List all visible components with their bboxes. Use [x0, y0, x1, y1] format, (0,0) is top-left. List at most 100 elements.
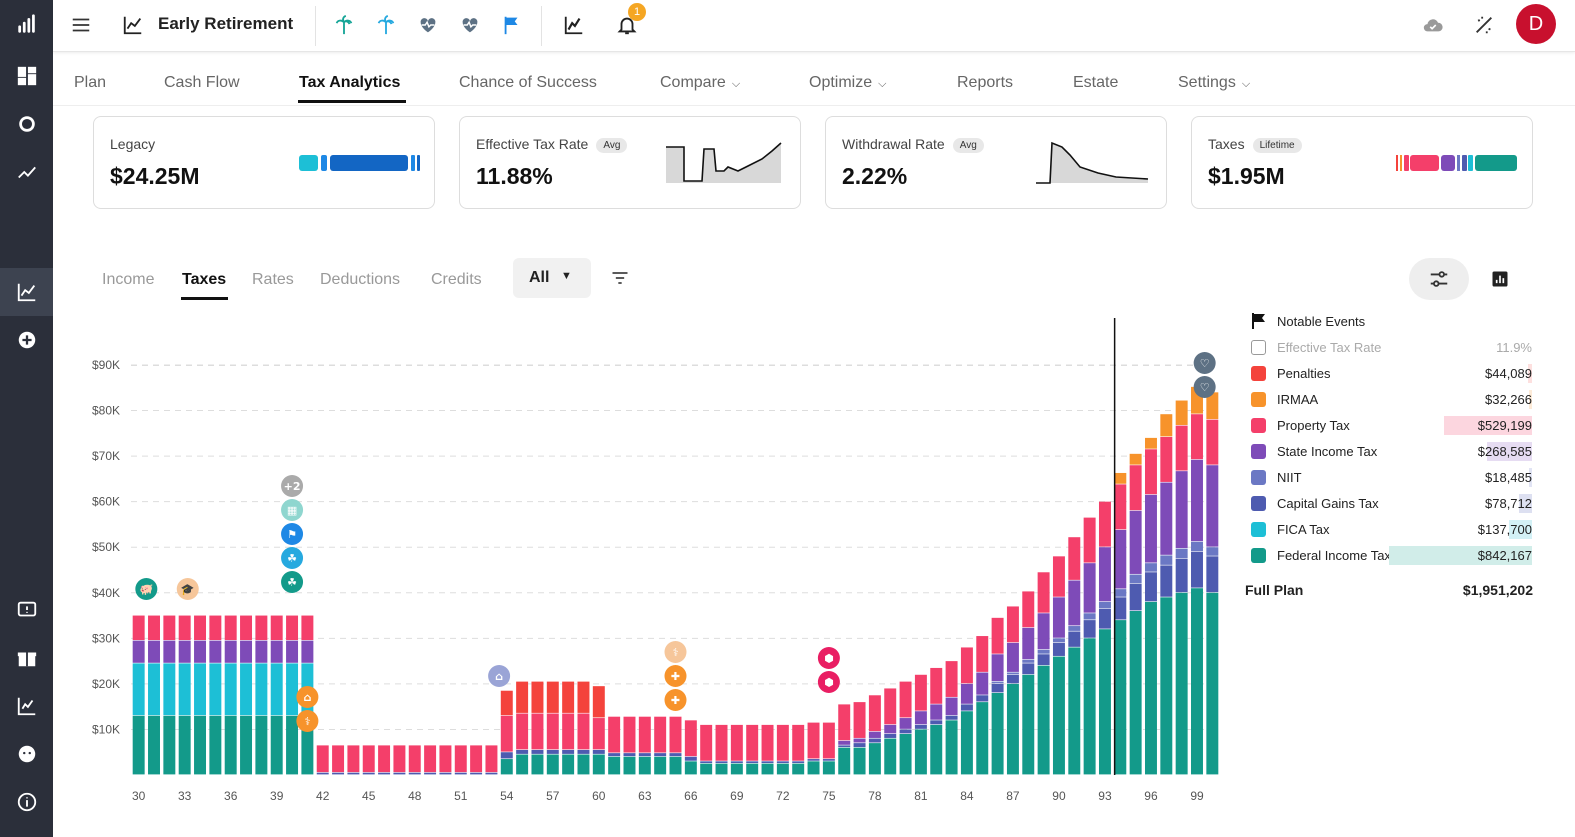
legend-row-penalties[interactable]: Penalties $44,089 — [1244, 362, 1534, 388]
bar-segment-property-tax — [470, 745, 483, 773]
filter-icon[interactable] — [610, 268, 630, 288]
bar-segment-property-tax — [838, 704, 851, 741]
bar-segment-capital-gains-tax — [914, 724, 927, 729]
x-tick-label: 45 — [362, 789, 376, 803]
checkbox-unchecked[interactable] — [1251, 340, 1266, 355]
bar-segment-federal-income-tax — [792, 763, 805, 775]
tab-cash-flow[interactable]: Cash Flow — [164, 74, 240, 91]
notable-event-glyph-icon: ⌂ — [495, 670, 503, 683]
legend-row-fica-tax[interactable]: FICA Tax $137,700 — [1244, 518, 1534, 544]
heartbeat-icon[interactable] — [415, 10, 441, 40]
notable-event-marker-icon — [664, 641, 687, 663]
bar-segment-federal-income-tax — [500, 759, 513, 775]
bar-segment-federal-income-tax — [976, 702, 989, 775]
y-tick-label: $80K — [92, 404, 120, 418]
bar-segment-state-income-tax — [132, 640, 145, 663]
legend-row-niit[interactable]: NIIT $18,485 — [1244, 466, 1534, 492]
x-tick-label: 30 — [132, 789, 146, 803]
notification-bell-icon[interactable] — [613, 10, 641, 40]
bar-segment-capital-gains-tax — [393, 772, 406, 775]
legacy-card[interactable]: Legacy $24.25M — [93, 116, 435, 209]
performance-chart-icon[interactable] — [0, 682, 53, 730]
withdrawal-rate-card[interactable]: Withdrawal Rate Avg 2.22% — [825, 116, 1167, 209]
add-icon[interactable] — [0, 316, 53, 364]
bar-segment-capital-gains-tax — [684, 756, 697, 761]
bar-segment-property-tax — [1083, 517, 1096, 563]
app-title[interactable]: Early Retirement — [158, 14, 294, 33]
subtab-rates[interactable]: Rates — [252, 271, 294, 288]
user-avatar[interactable]: D — [1516, 4, 1556, 44]
bar-segment-federal-income-tax — [960, 711, 973, 775]
bar-segment-property-tax — [853, 702, 866, 738]
bar-segment-capital-gains-tax — [592, 749, 605, 754]
lifetime-taxes-card[interactable]: Taxes Lifetime $1.95M — [1191, 116, 1533, 209]
chart-settings-button[interactable] — [1409, 258, 1469, 300]
bar-segment-capital-gains-tax — [1098, 608, 1111, 629]
dashboard-icon[interactable] — [0, 52, 53, 100]
subtab-credits[interactable]: Credits — [431, 271, 482, 288]
notable-event-glyph-icon: ⚕ — [673, 646, 679, 659]
x-tick-label: 84 — [960, 789, 974, 803]
subtab-deductions[interactable]: Deductions — [320, 271, 401, 288]
bar-segment-property-tax — [224, 615, 237, 641]
bar-segment-property-tax — [623, 716, 636, 753]
bar-segment-property-tax — [424, 745, 437, 773]
notable-event-glyph-icon: ☘ — [287, 552, 297, 565]
bar-segment-capital-gains-tax — [332, 772, 345, 775]
legend-row-notable-events[interactable]: Notable Events — [1244, 310, 1534, 336]
legend-row-state-income-tax[interactable]: State Income Tax $268,585 — [1244, 440, 1534, 466]
bar-segment-property-tax — [1206, 419, 1219, 465]
heartbeat-icon[interactable] — [457, 10, 483, 40]
bar-segment-state-income-tax — [1068, 580, 1081, 626]
bar-segment-niit — [991, 681, 1004, 684]
tab-reports[interactable]: Reports — [957, 74, 1014, 91]
bar-segment-federal-income-tax — [945, 720, 958, 775]
trend-sparkle-icon[interactable] — [0, 148, 53, 196]
gift-icon[interactable] — [0, 634, 53, 682]
effective-tax-rate-card[interactable]: Effective Tax Rate Avg 11.88% — [459, 116, 801, 209]
bar-segment-irmaa — [1129, 453, 1142, 465]
x-tick-label: 36 — [224, 789, 238, 803]
x-tick-label: 57 — [546, 789, 560, 803]
tax-analytics-icon[interactable] — [0, 268, 53, 316]
palm-tree-icon[interactable] — [373, 10, 399, 40]
lifetime-pill: Lifetime — [1252, 138, 1302, 153]
flag-icon[interactable] — [499, 10, 525, 40]
bar-chart-toggle-icon[interactable] — [1490, 269, 1510, 289]
bar-segment-federal-income-tax — [914, 729, 927, 775]
tab-compare[interactable]: Compare ⌵ — [660, 74, 740, 92]
tab-estate[interactable]: Estate — [1073, 74, 1119, 91]
insights-chart-icon[interactable] — [560, 10, 588, 40]
help-chat-icon[interactable] — [0, 586, 53, 634]
advisor-face-icon[interactable] — [0, 730, 53, 778]
hamburger-menu-icon[interactable] — [67, 10, 95, 40]
brand-logo-icon[interactable] — [0, 0, 53, 48]
bar-segment-property-tax — [240, 615, 253, 641]
bar-segment-state-income-tax — [991, 654, 1004, 682]
subtab-income[interactable]: Income — [102, 271, 155, 288]
bar-segment-federal-income-tax — [286, 715, 299, 775]
tab-tax-analytics[interactable]: Tax Analytics — [299, 74, 401, 91]
palm-tree-icon[interactable] — [331, 10, 357, 40]
bar-segment-fica-tax — [132, 663, 145, 716]
bar-segment-capital-gains-tax — [807, 759, 820, 761]
cloud-saved-icon[interactable] — [1418, 10, 1448, 40]
card-label-text: Withdrawal Rate — [842, 136, 945, 152]
tab-plan[interactable]: Plan — [74, 74, 107, 91]
bar-segment-state-income-tax — [194, 640, 207, 663]
subtab-taxes[interactable]: Taxes — [182, 271, 227, 288]
legend-row-capital-gains-tax[interactable]: Capital Gains Tax $78,712 — [1244, 492, 1534, 518]
info-icon[interactable] — [0, 778, 53, 826]
tab-optimize[interactable]: Optimize ⌵ — [809, 74, 886, 92]
legend-row-effective-tax-rate[interactable]: Effective Tax Rate 11.9% — [1244, 336, 1534, 362]
tab-settings[interactable]: Settings ⌵ — [1178, 74, 1250, 92]
bar-segment-property-tax — [914, 674, 927, 711]
legend-row-property-tax[interactable]: Property Tax $529,199 — [1244, 414, 1534, 440]
donut-chart-icon[interactable] — [0, 100, 53, 148]
tab-chance-of-success[interactable]: Chance of Success — [459, 74, 597, 91]
tax-type-select[interactable]: All ▼ — [513, 258, 591, 298]
magic-wand-off-icon[interactable] — [1469, 10, 1499, 40]
legend-row-federal-income-tax[interactable]: Federal Income Tax $842,167 — [1244, 544, 1534, 570]
bar-segment-federal-income-tax — [761, 763, 774, 775]
legend-row-irmaa[interactable]: IRMAA $32,266 — [1244, 388, 1534, 414]
